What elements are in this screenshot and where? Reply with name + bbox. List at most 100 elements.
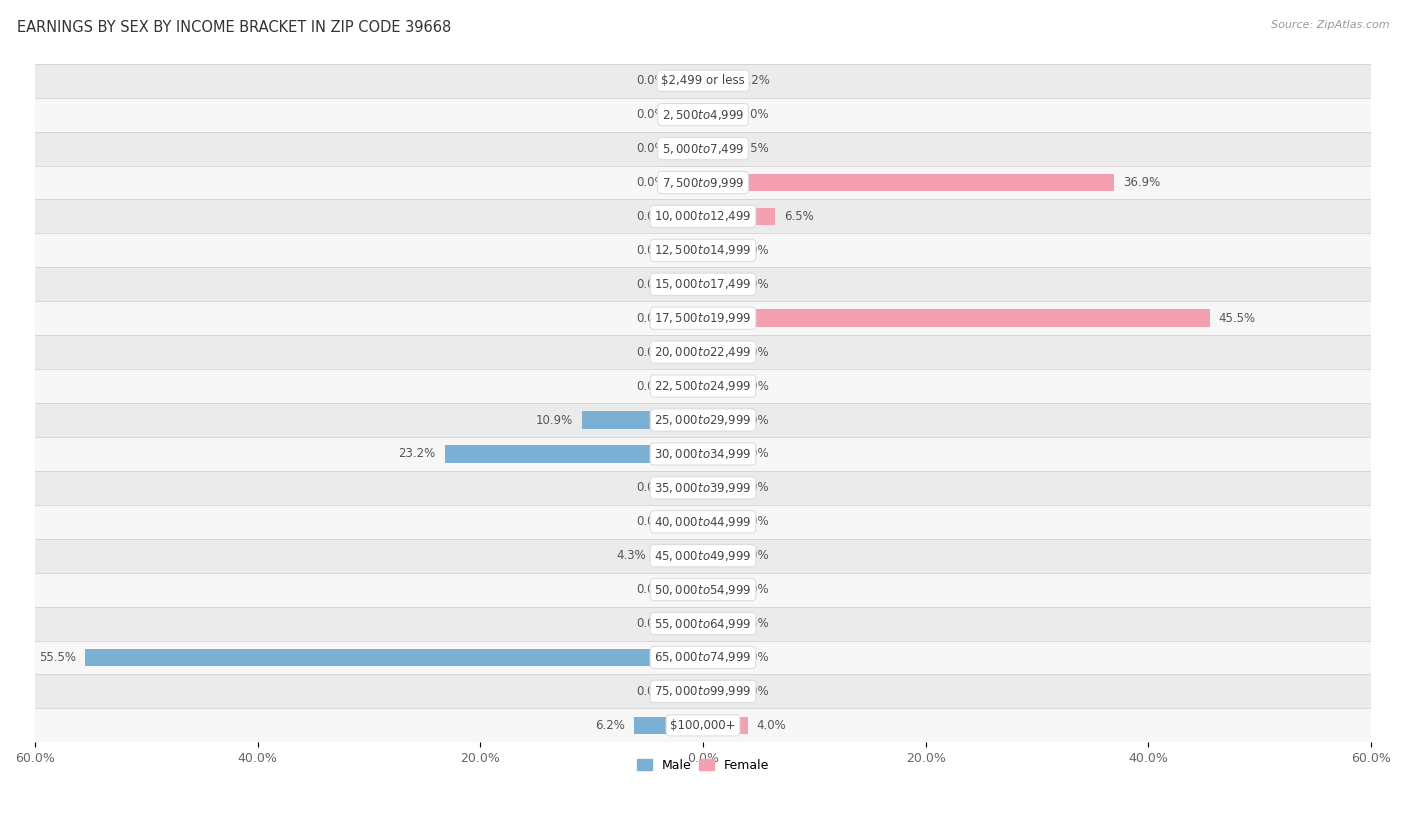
Bar bbox=[703, 615, 731, 633]
Bar bbox=[703, 207, 775, 225]
Bar bbox=[675, 140, 703, 158]
Text: $65,000 to $74,999: $65,000 to $74,999 bbox=[654, 650, 752, 664]
Bar bbox=[703, 649, 731, 667]
Text: 45.5%: 45.5% bbox=[1219, 311, 1256, 324]
Bar bbox=[35, 369, 1371, 403]
Bar bbox=[703, 716, 748, 734]
Bar bbox=[703, 241, 731, 259]
Text: $100,000+: $100,000+ bbox=[671, 719, 735, 732]
Text: 2.2%: 2.2% bbox=[740, 74, 769, 87]
Bar bbox=[703, 445, 731, 463]
Bar bbox=[703, 580, 731, 598]
Bar bbox=[703, 106, 731, 124]
Bar bbox=[675, 377, 703, 395]
Bar bbox=[35, 539, 1371, 572]
Text: $15,000 to $17,499: $15,000 to $17,499 bbox=[654, 277, 752, 291]
Bar bbox=[675, 343, 703, 361]
Text: 0.0%: 0.0% bbox=[637, 74, 666, 87]
Text: 0.0%: 0.0% bbox=[740, 481, 769, 494]
Text: $75,000 to $99,999: $75,000 to $99,999 bbox=[654, 685, 752, 698]
Text: $5,000 to $7,499: $5,000 to $7,499 bbox=[662, 141, 744, 155]
Bar bbox=[675, 241, 703, 259]
Bar bbox=[35, 302, 1371, 335]
Text: 0.0%: 0.0% bbox=[740, 685, 769, 698]
Bar bbox=[84, 649, 703, 667]
Bar bbox=[634, 716, 703, 734]
Text: $25,000 to $29,999: $25,000 to $29,999 bbox=[654, 413, 752, 427]
Bar bbox=[675, 174, 703, 191]
Bar bbox=[675, 276, 703, 293]
Bar bbox=[35, 132, 1371, 166]
Bar bbox=[675, 310, 703, 327]
Text: 0.0%: 0.0% bbox=[637, 244, 666, 257]
Text: 6.5%: 6.5% bbox=[785, 210, 814, 223]
Bar bbox=[35, 63, 1371, 98]
Bar bbox=[35, 675, 1371, 708]
Bar bbox=[703, 411, 731, 428]
Text: 36.9%: 36.9% bbox=[1123, 176, 1160, 189]
Text: 1.5%: 1.5% bbox=[740, 617, 769, 630]
Text: 0.0%: 0.0% bbox=[637, 685, 666, 698]
Bar bbox=[35, 572, 1371, 606]
Bar bbox=[35, 708, 1371, 742]
Text: 1.9%: 1.9% bbox=[740, 380, 769, 393]
Text: 23.2%: 23.2% bbox=[398, 447, 436, 460]
Text: 0.0%: 0.0% bbox=[637, 142, 666, 155]
Bar bbox=[703, 683, 731, 700]
Bar bbox=[675, 106, 703, 124]
Text: $20,000 to $22,499: $20,000 to $22,499 bbox=[654, 346, 752, 359]
Bar bbox=[35, 98, 1371, 132]
Text: 0.0%: 0.0% bbox=[637, 617, 666, 630]
Bar bbox=[703, 174, 1114, 191]
Text: 0.0%: 0.0% bbox=[637, 515, 666, 528]
Text: $12,500 to $14,999: $12,500 to $14,999 bbox=[654, 243, 752, 258]
Text: 4.3%: 4.3% bbox=[616, 550, 647, 563]
Text: 0.0%: 0.0% bbox=[637, 108, 666, 121]
Bar bbox=[703, 479, 731, 497]
Text: $35,000 to $39,999: $35,000 to $39,999 bbox=[654, 480, 752, 495]
Bar bbox=[655, 547, 703, 564]
Text: 10.9%: 10.9% bbox=[536, 414, 572, 427]
Bar bbox=[703, 310, 1209, 327]
Text: 0.0%: 0.0% bbox=[740, 346, 769, 359]
Bar bbox=[35, 471, 1371, 505]
Text: $55,000 to $64,999: $55,000 to $64,999 bbox=[654, 616, 752, 631]
Text: 0.0%: 0.0% bbox=[740, 447, 769, 460]
Bar bbox=[703, 513, 731, 531]
Bar bbox=[35, 641, 1371, 675]
Bar bbox=[703, 343, 731, 361]
Text: 0.0%: 0.0% bbox=[740, 108, 769, 121]
Bar bbox=[675, 615, 703, 633]
Text: 0.0%: 0.0% bbox=[740, 278, 769, 291]
Text: $50,000 to $54,999: $50,000 to $54,999 bbox=[654, 583, 752, 597]
Text: 0.0%: 0.0% bbox=[740, 414, 769, 427]
Bar bbox=[675, 72, 703, 89]
Text: $2,499 or less: $2,499 or less bbox=[661, 74, 745, 87]
Text: 4.0%: 4.0% bbox=[756, 719, 786, 732]
Bar bbox=[675, 683, 703, 700]
Text: $7,500 to $9,999: $7,500 to $9,999 bbox=[662, 176, 744, 189]
Bar bbox=[703, 377, 731, 395]
Bar bbox=[35, 505, 1371, 539]
Bar bbox=[35, 233, 1371, 267]
Bar bbox=[675, 207, 703, 225]
Bar bbox=[703, 547, 731, 564]
Text: 1.5%: 1.5% bbox=[740, 142, 769, 155]
Text: $2,500 to $4,999: $2,500 to $4,999 bbox=[662, 107, 744, 122]
Bar bbox=[703, 276, 731, 293]
Bar bbox=[35, 606, 1371, 641]
Text: $30,000 to $34,999: $30,000 to $34,999 bbox=[654, 447, 752, 461]
Text: $40,000 to $44,999: $40,000 to $44,999 bbox=[654, 515, 752, 528]
Bar bbox=[35, 166, 1371, 199]
Text: 55.5%: 55.5% bbox=[39, 651, 76, 664]
Text: 0.0%: 0.0% bbox=[637, 346, 666, 359]
Text: 0.0%: 0.0% bbox=[637, 380, 666, 393]
Text: 0.0%: 0.0% bbox=[740, 583, 769, 596]
Bar bbox=[703, 140, 731, 158]
Bar bbox=[444, 445, 703, 463]
Bar bbox=[35, 437, 1371, 471]
Text: 0.0%: 0.0% bbox=[740, 244, 769, 257]
Text: $17,500 to $19,999: $17,500 to $19,999 bbox=[654, 311, 752, 325]
Text: $10,000 to $12,499: $10,000 to $12,499 bbox=[654, 210, 752, 224]
Bar bbox=[35, 403, 1371, 437]
